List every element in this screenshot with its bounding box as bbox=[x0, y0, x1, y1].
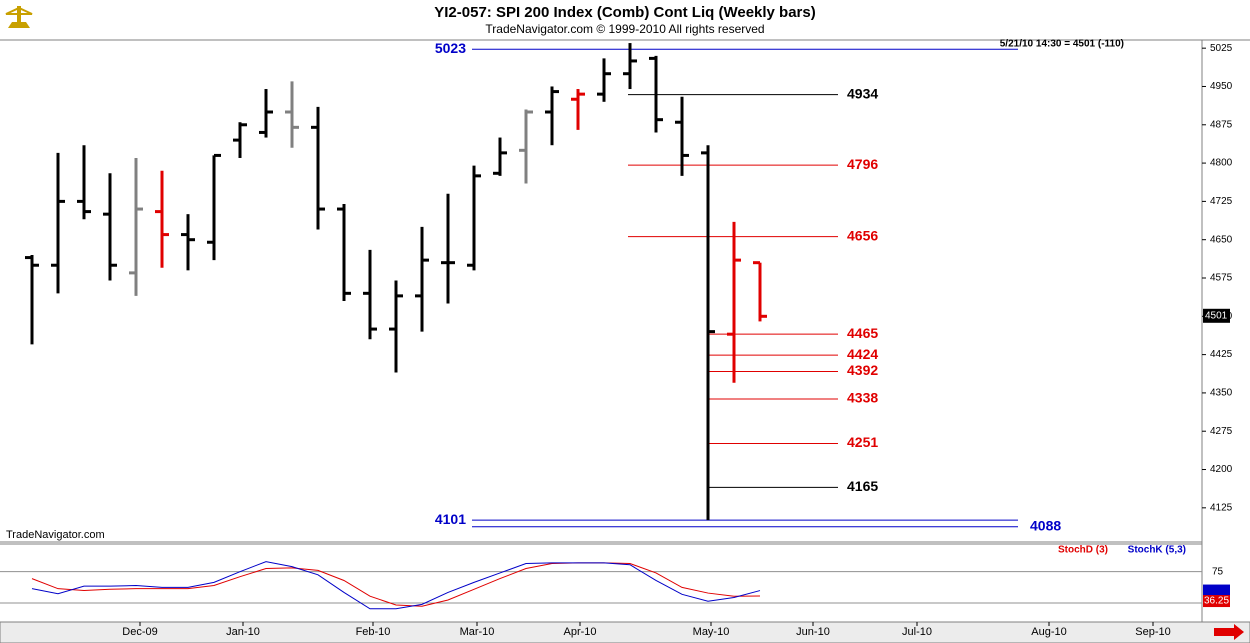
x-tick-label: Mar-10 bbox=[460, 626, 495, 638]
y-tick-label: 4950 bbox=[1210, 81, 1233, 92]
chart-title: YI2-057: SPI 200 Index (Comb) Cont Liq (… bbox=[434, 4, 815, 21]
indicator-line bbox=[31, 562, 761, 607]
y-tick-label: 5025 bbox=[1210, 43, 1233, 54]
y-tick-label: 4800 bbox=[1210, 158, 1233, 169]
header bbox=[0, 0, 1250, 40]
level-label: 4088 bbox=[1030, 517, 1061, 533]
x-tick-label: Aug-10 bbox=[1031, 626, 1066, 638]
y-tick-label: 4425 bbox=[1210, 349, 1233, 360]
y-tick-label: 4875 bbox=[1210, 119, 1233, 130]
level-label: 4165 bbox=[847, 478, 878, 494]
x-tick-label: May-10 bbox=[693, 626, 730, 638]
level-label: 4656 bbox=[847, 227, 878, 243]
x-tick-label: Jul-10 bbox=[902, 626, 932, 638]
scroll-arrow[interactable] bbox=[1214, 624, 1244, 640]
legend-entry: StochK (5,3) bbox=[1128, 545, 1186, 556]
level-label: 5023 bbox=[435, 40, 466, 56]
y-tick-label: 4575 bbox=[1210, 273, 1233, 284]
x-tick-label: Sep-10 bbox=[1135, 626, 1170, 638]
x-axis-band bbox=[0, 621, 1250, 643]
level-label: 4338 bbox=[847, 390, 878, 406]
level-label: 4934 bbox=[847, 85, 878, 101]
last-value-label: 36.25 bbox=[1204, 596, 1229, 607]
level-label: 4465 bbox=[847, 325, 878, 341]
indicator-tick-label: 75 bbox=[1212, 566, 1224, 577]
last-value-box bbox=[1203, 584, 1230, 597]
y-tick-label: 4125 bbox=[1210, 502, 1233, 513]
last-value-box bbox=[1203, 595, 1230, 608]
chart-subtitle: TradeNavigator.com © 1999-2010 All right… bbox=[485, 22, 764, 36]
watermark: TradeNavigator.com bbox=[6, 529, 105, 541]
x-tick-label: Jun-10 bbox=[796, 626, 830, 638]
y-tick-label: 4275 bbox=[1210, 426, 1233, 437]
legend-entry: StochD (3) bbox=[1058, 545, 1108, 556]
x-tick-label: Feb-10 bbox=[356, 626, 391, 638]
status: 5/21/10 14:30 = 4501 (-110) bbox=[1000, 39, 1124, 50]
level-label: 4796 bbox=[847, 156, 878, 172]
level-label: 4392 bbox=[847, 362, 878, 378]
y-tick-label: 4725 bbox=[1210, 196, 1233, 207]
y-tick-label: 4650 bbox=[1210, 234, 1233, 245]
indicator-line bbox=[31, 561, 761, 610]
last-price-label: 4501 bbox=[1205, 310, 1228, 321]
y-tick-label: 4200 bbox=[1210, 464, 1233, 475]
x-tick-label: Apr-10 bbox=[563, 626, 596, 638]
logo bbox=[5, 6, 33, 28]
x-tick-label: Jan-10 bbox=[226, 626, 260, 638]
x-tick-label: Dec-09 bbox=[122, 626, 157, 638]
level-label: 4101 bbox=[435, 511, 466, 527]
y-tick-label: 4350 bbox=[1210, 388, 1233, 399]
last-price-box bbox=[1203, 308, 1230, 323]
level-label: 4424 bbox=[847, 346, 878, 362]
level-label: 4251 bbox=[847, 434, 878, 450]
